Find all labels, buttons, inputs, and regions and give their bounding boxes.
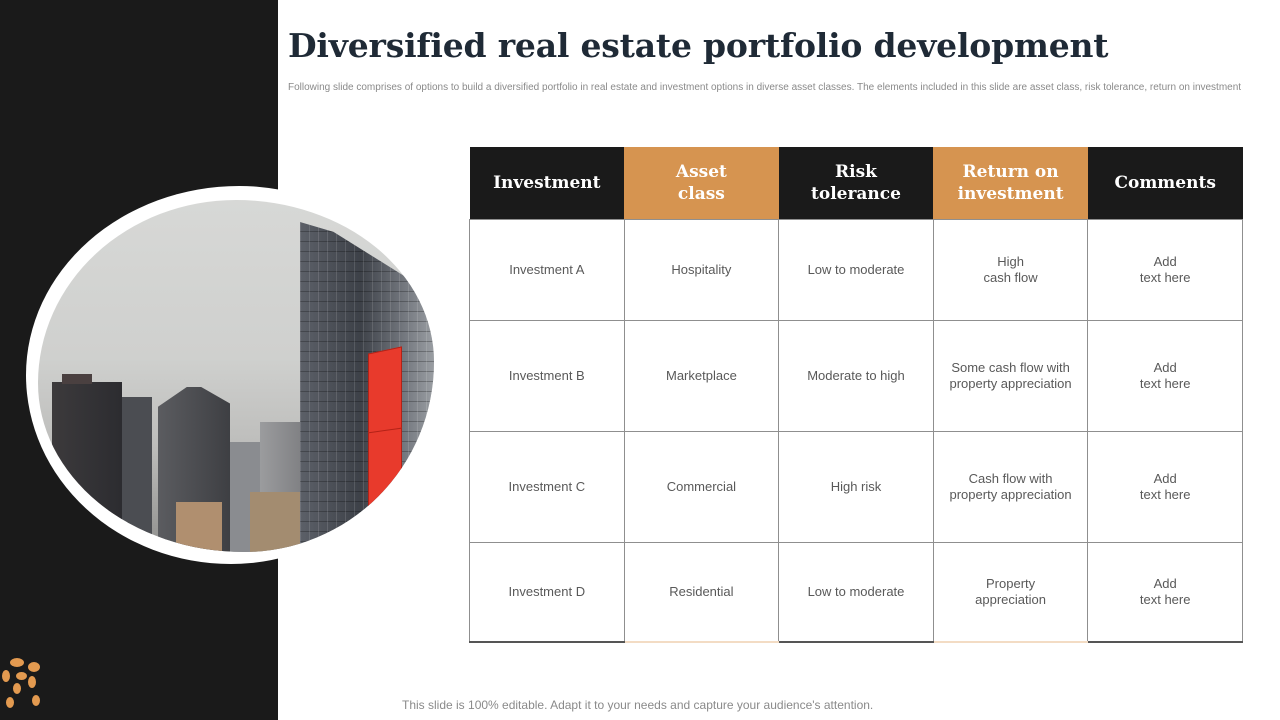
cell-asset-class: Commercial (623, 430, 780, 543)
orange-dots-icon (0, 650, 50, 710)
cell-investment: Investment A (469, 218, 625, 321)
cell-risk: High risk (778, 430, 934, 543)
cell-asset-class: Marketplace (623, 319, 780, 432)
header-comments: Comments (1087, 147, 1243, 219)
cell-return: High cash flow (932, 218, 1089, 321)
city-skyline-photo (26, 186, 436, 564)
cell-investment: Investment B (469, 319, 625, 432)
street-sign (368, 427, 402, 529)
cell-risk: Moderate to high (778, 319, 934, 432)
table-header-row: Investment Asset class Risk tolerance Re… (469, 147, 1243, 219)
cell-comments: Add text here (1087, 541, 1243, 643)
cell-comments: Add text here (1087, 218, 1243, 321)
table-row: Investment B Marketplace Moderate to hig… (469, 319, 1243, 432)
cell-investment: Investment D (469, 541, 625, 643)
building (176, 502, 222, 552)
building (52, 374, 122, 552)
footer-note: This slide is 100% editable. Adapt it to… (402, 698, 874, 712)
table-row: Investment D Residential Low to moderate… (469, 541, 1243, 643)
glass-tower (300, 222, 434, 552)
cell-asset-class: Residential (623, 541, 780, 643)
header-investment: Investment (469, 147, 625, 219)
cell-comments: Add text here (1087, 319, 1243, 432)
street-sign (368, 346, 402, 436)
header-risk-tolerance: Risk tolerance (778, 147, 934, 219)
table-row: Investment A Hospitality Low to moderate… (469, 218, 1243, 321)
page-title: Diversified real estate portfolio develo… (288, 26, 1109, 65)
cell-comments: Add text here (1087, 430, 1243, 543)
cell-investment: Investment C (469, 430, 625, 543)
cell-return: Cash flow with property appreciation (932, 430, 1089, 543)
building (250, 492, 302, 552)
cell-risk: Low to moderate (778, 541, 934, 643)
photo-content (38, 200, 434, 552)
portfolio-table: Investment Asset class Risk tolerance Re… (469, 147, 1243, 643)
cell-asset-class: Hospitality (623, 218, 780, 321)
header-return-on-investment: Return on investment (933, 147, 1088, 219)
cell-return: Some cash flow with property appreciatio… (932, 319, 1089, 432)
cell-risk: Low to moderate (778, 218, 934, 321)
slide-description: Following slide comprises of options to … (288, 82, 1242, 93)
header-asset-class: Asset class (624, 147, 779, 219)
cell-return: Property appreciation (932, 541, 1089, 643)
table-row: Investment C Commercial High risk Cash f… (469, 430, 1243, 543)
